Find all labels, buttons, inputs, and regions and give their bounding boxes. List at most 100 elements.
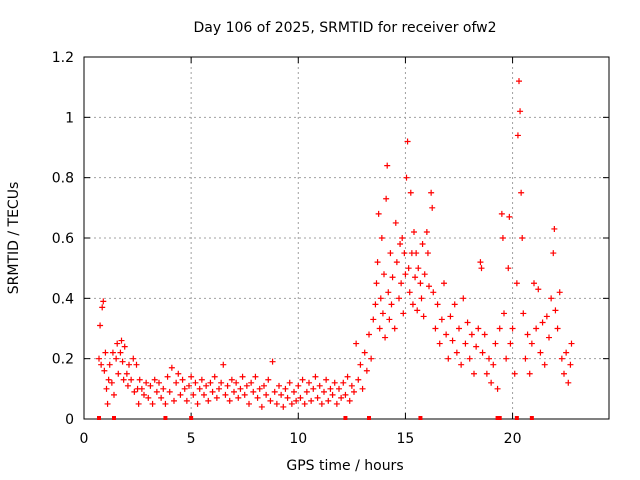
data-point bbox=[338, 394, 345, 401]
data-point bbox=[400, 310, 407, 317]
data-point bbox=[377, 295, 384, 302]
data-point bbox=[239, 373, 246, 380]
data-point bbox=[130, 355, 137, 362]
data-point bbox=[194, 400, 201, 407]
data-point bbox=[513, 280, 520, 287]
data-point bbox=[514, 132, 521, 139]
data-point bbox=[333, 400, 340, 407]
data-point bbox=[171, 397, 177, 404]
data-point bbox=[543, 313, 550, 320]
data-points bbox=[96, 78, 575, 410]
data-point bbox=[522, 355, 529, 362]
data-point bbox=[99, 304, 106, 311]
data-point bbox=[222, 391, 229, 398]
data-point bbox=[473, 343, 480, 350]
data-point bbox=[179, 376, 186, 383]
data-point bbox=[389, 274, 396, 281]
axis-ticks: 0 0.2 0.4 0.6 0.8 1 1.2 0 5 10 15 20 bbox=[52, 50, 609, 447]
data-point bbox=[205, 397, 212, 404]
data-point bbox=[496, 325, 503, 332]
data-point bbox=[428, 189, 435, 196]
data-point bbox=[113, 355, 120, 362]
data-point bbox=[398, 280, 405, 287]
data-point bbox=[424, 250, 431, 257]
data-point bbox=[533, 325, 540, 332]
grid bbox=[84, 57, 609, 419]
data-point bbox=[100, 298, 107, 305]
y-tick-label: 0.4 bbox=[52, 291, 74, 307]
y-tick-label: 0.8 bbox=[52, 171, 74, 187]
data-point bbox=[181, 385, 188, 392]
data-point bbox=[462, 340, 469, 347]
data-point bbox=[211, 373, 218, 380]
data-point bbox=[141, 391, 147, 398]
data-point bbox=[103, 385, 110, 392]
data-point bbox=[237, 385, 244, 392]
data-point bbox=[403, 174, 410, 181]
data-point bbox=[145, 394, 152, 401]
data-point bbox=[220, 361, 227, 368]
data-point bbox=[524, 331, 531, 338]
data-point bbox=[405, 265, 412, 272]
data-point bbox=[124, 382, 131, 389]
data-point bbox=[151, 376, 158, 383]
data-point bbox=[115, 370, 122, 377]
data-point bbox=[327, 385, 334, 392]
data-point bbox=[490, 361, 497, 368]
bottom-marker bbox=[418, 416, 423, 420]
data-point bbox=[423, 228, 430, 235]
data-point bbox=[133, 361, 140, 368]
data-point bbox=[438, 316, 445, 323]
data-point bbox=[119, 358, 126, 365]
data-point bbox=[128, 376, 135, 383]
data-point bbox=[432, 325, 439, 332]
x-axis-title: GPS time / hours bbox=[286, 458, 403, 474]
data-point bbox=[528, 340, 535, 347]
data-point bbox=[478, 265, 485, 272]
data-point bbox=[331, 379, 338, 386]
data-point bbox=[291, 388, 297, 395]
data-point bbox=[147, 382, 154, 389]
data-point bbox=[411, 228, 417, 235]
bottom-marker bbox=[495, 416, 500, 420]
data-point bbox=[168, 364, 175, 371]
data-point bbox=[269, 358, 276, 365]
data-point bbox=[563, 349, 570, 356]
data-point bbox=[149, 400, 156, 407]
data-point bbox=[342, 391, 349, 398]
x-tick-label: 20 bbox=[504, 431, 522, 447]
data-point bbox=[297, 394, 304, 401]
data-point bbox=[190, 391, 197, 398]
data-point bbox=[175, 370, 182, 377]
data-point bbox=[413, 250, 420, 257]
data-point bbox=[449, 337, 456, 344]
data-point bbox=[188, 373, 195, 380]
data-point bbox=[126, 361, 132, 368]
data-point bbox=[131, 388, 138, 395]
data-point bbox=[252, 373, 259, 380]
bottom-marker bbox=[97, 416, 101, 420]
data-point bbox=[526, 370, 533, 377]
data-point bbox=[278, 391, 285, 398]
data-point bbox=[552, 307, 559, 314]
y-tick-label: 0.2 bbox=[52, 352, 74, 368]
data-point bbox=[441, 280, 447, 287]
bottom-marker bbox=[189, 416, 194, 420]
data-point bbox=[501, 310, 507, 317]
data-point bbox=[556, 289, 563, 296]
data-point bbox=[550, 250, 557, 257]
data-point bbox=[143, 379, 150, 386]
data-point bbox=[384, 162, 391, 169]
data-point bbox=[554, 325, 561, 332]
data-point bbox=[263, 391, 270, 398]
data-point bbox=[551, 225, 558, 232]
data-point bbox=[271, 388, 278, 395]
data-point bbox=[414, 307, 421, 314]
data-point bbox=[373, 280, 380, 287]
data-point bbox=[273, 400, 280, 407]
data-point bbox=[475, 325, 482, 332]
data-point bbox=[276, 382, 282, 389]
bottom-markers bbox=[97, 416, 534, 420]
data-point bbox=[539, 319, 546, 326]
